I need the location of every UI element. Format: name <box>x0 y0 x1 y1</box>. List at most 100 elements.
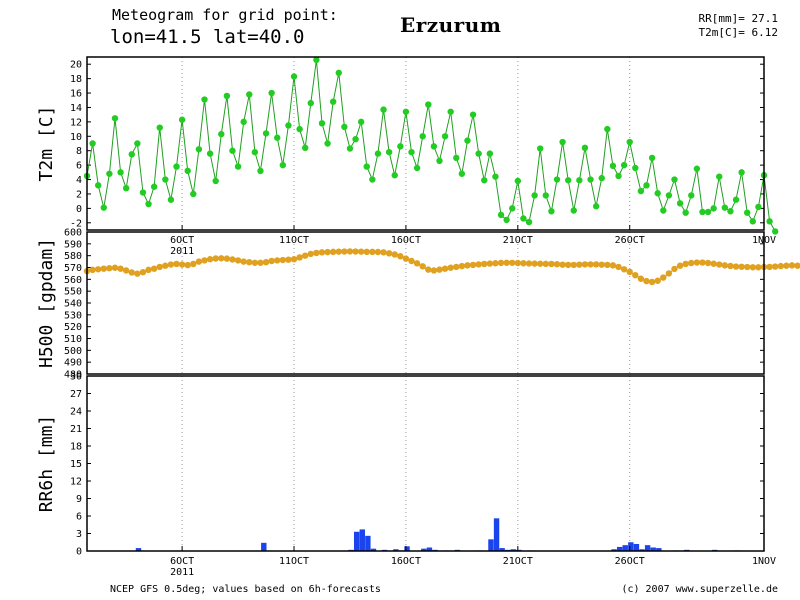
data-point <box>744 263 751 271</box>
data-point <box>710 260 717 267</box>
precip-bar <box>633 544 640 551</box>
data-point <box>234 163 242 170</box>
data-point <box>783 262 790 269</box>
data-point <box>335 69 342 77</box>
data-point <box>117 265 124 272</box>
data-point <box>464 262 471 269</box>
data-point <box>693 259 701 266</box>
data-point <box>391 251 398 258</box>
meteogram-title: Meteogram for grid point: <box>112 6 338 24</box>
data-point <box>469 111 477 118</box>
y-tick-label: 500 <box>64 346 82 357</box>
data-point <box>352 248 359 255</box>
precip-bar <box>135 548 142 551</box>
data-point <box>139 269 147 276</box>
data-point <box>218 130 225 138</box>
data-point <box>128 151 135 158</box>
y-tick-label: 21 <box>70 424 82 435</box>
data-point <box>531 192 538 199</box>
data-point <box>385 250 393 257</box>
data-point <box>240 258 247 265</box>
data-point <box>531 260 538 267</box>
y-tick-label: 520 <box>64 322 82 333</box>
data-point <box>492 173 499 180</box>
data-point <box>262 130 270 137</box>
grid-point-coordinates: lon=41.5 lat=40.0 <box>110 26 305 48</box>
data-point <box>302 144 309 152</box>
data-point <box>184 261 191 269</box>
x-tick-label: 26OCT <box>615 235 645 246</box>
data-point <box>145 266 152 274</box>
y-tick-label: 14 <box>70 103 82 114</box>
data-point <box>150 265 158 272</box>
data-point <box>542 192 549 199</box>
y-tick-label: 6 <box>76 512 82 523</box>
data-point <box>514 259 522 267</box>
data-point <box>290 256 298 263</box>
data-point <box>497 259 505 267</box>
series-line <box>86 59 776 232</box>
data-point <box>341 123 348 131</box>
data-point <box>704 259 712 267</box>
data-point <box>771 263 779 270</box>
data-point <box>721 204 729 211</box>
y-tick-label: 12 <box>70 477 82 488</box>
data-point <box>727 262 734 270</box>
data-point <box>391 172 398 179</box>
data-point <box>229 147 236 154</box>
data-point <box>676 200 684 207</box>
data-point <box>134 140 141 147</box>
precip-bar <box>639 549 645 551</box>
data-point <box>620 161 628 169</box>
data-point <box>727 208 734 215</box>
data-point <box>324 248 331 256</box>
data-point <box>509 205 516 212</box>
data-point <box>94 182 102 189</box>
data-point <box>732 263 740 270</box>
y-tick-label: 16 <box>70 89 82 100</box>
data-point <box>106 170 113 177</box>
data-point <box>419 133 426 140</box>
data-point <box>609 262 617 269</box>
data-point <box>257 167 264 175</box>
panel-0 <box>83 56 779 235</box>
y-tick-label: 570 <box>64 263 82 274</box>
data-point <box>89 140 96 147</box>
data-source-note: NCEP GFS 0.5deg; values based on 6h-fore… <box>110 584 381 595</box>
data-point <box>156 124 163 131</box>
data-point <box>441 265 449 272</box>
data-point <box>458 170 466 177</box>
data-point <box>503 259 510 266</box>
data-point <box>100 204 107 211</box>
data-point <box>296 254 303 261</box>
data-point <box>699 208 706 216</box>
y-tick-label: 530 <box>64 310 82 321</box>
data-point <box>302 252 309 259</box>
data-point <box>162 262 169 269</box>
y-tick-label: 27 <box>70 389 82 400</box>
data-point <box>520 215 527 222</box>
data-point <box>553 260 561 268</box>
data-point <box>430 143 438 150</box>
data-point <box>173 260 180 268</box>
y-axis-label: RR6h [mm] <box>36 415 57 513</box>
data-point <box>481 177 488 184</box>
data-point <box>755 203 762 211</box>
data-point <box>279 161 287 169</box>
data-point <box>380 106 387 113</box>
data-point <box>738 169 745 176</box>
data-point <box>425 266 432 273</box>
data-point <box>290 73 298 80</box>
data-point <box>246 91 253 98</box>
data-point <box>94 266 102 273</box>
x-tick-label: 11OCT <box>279 235 309 246</box>
y-tick-label: 24 <box>70 407 82 418</box>
data-point <box>184 167 191 175</box>
x-tick-label: 11OCT <box>279 556 309 567</box>
y-tick-label: 15 <box>70 459 82 470</box>
data-point <box>156 263 163 271</box>
precip-bar <box>353 531 360 551</box>
data-point <box>251 259 259 266</box>
precip-bar <box>393 549 399 551</box>
data-point <box>604 125 611 133</box>
